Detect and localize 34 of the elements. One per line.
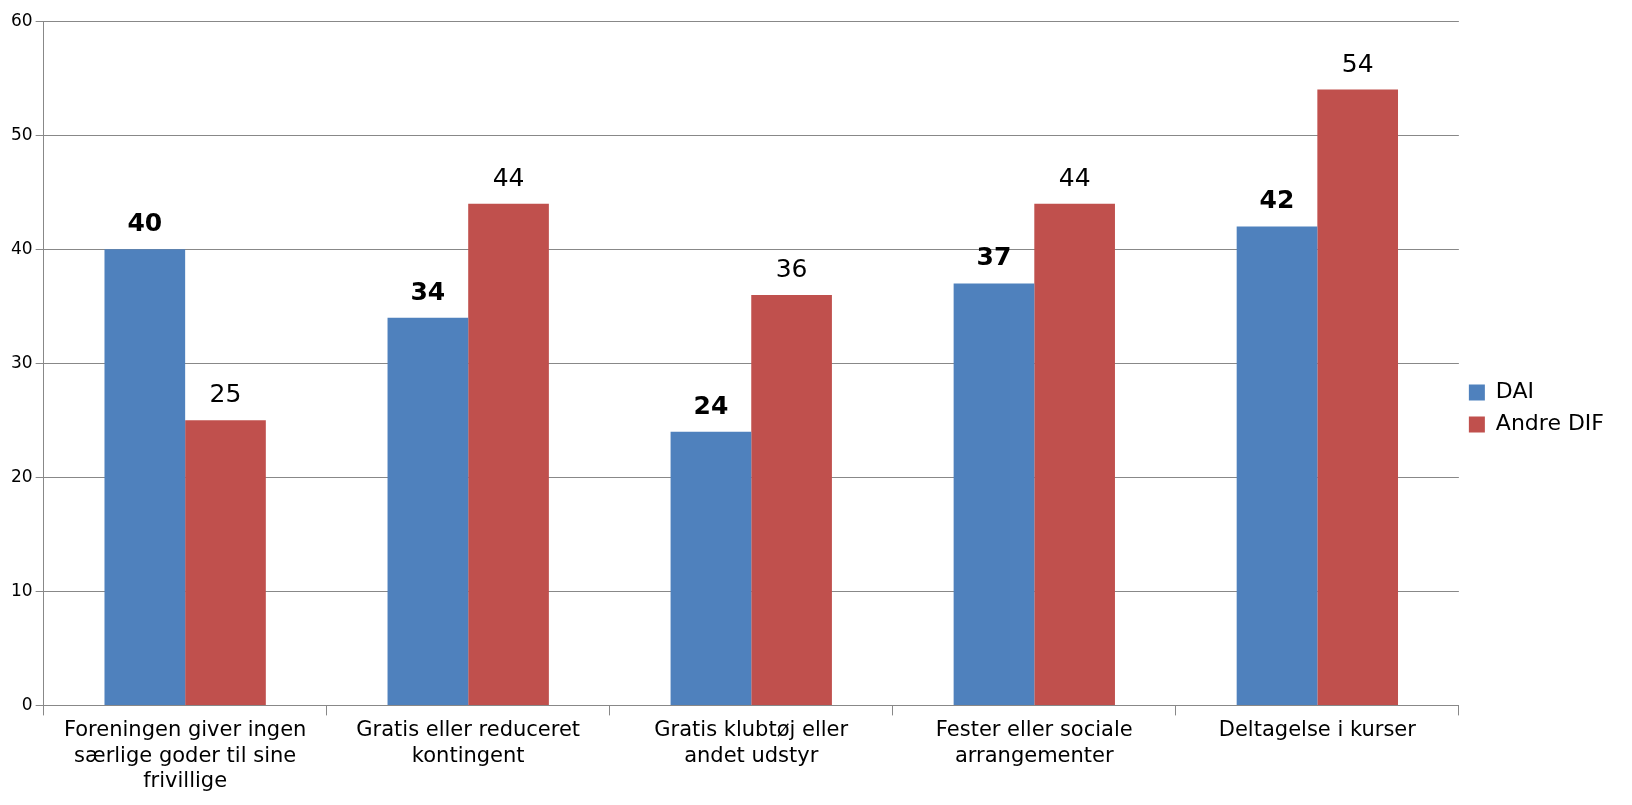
x-tick-label: Foreningen giver ingen særlige goder til sine frivillige: [63, 717, 307, 792]
bar: [670, 431, 752, 705]
data-label: 24: [693, 390, 729, 420]
x-tick-label: Deltagelse i kurser: [1218, 717, 1417, 742]
y-tick-label: 50: [10, 123, 33, 144]
y-tick-label: 20: [10, 465, 33, 486]
y-tick-label: 0: [21, 693, 33, 714]
x-tick-label: Gratis klubtøj eller andet udstyr: [654, 717, 849, 767]
data-label: 44: [1058, 162, 1091, 192]
data-label: 25: [209, 379, 242, 409]
bar: [468, 203, 549, 705]
y-tick-label: 10: [10, 579, 33, 600]
bar: [387, 317, 469, 705]
x-tick-label: Fester eller sociale arrangementer: [935, 717, 1133, 767]
legend-label: Andre DIF: [1495, 410, 1605, 436]
x-tick-label: Gratis eller reduceret kontingent: [356, 717, 581, 767]
bar: [185, 420, 266, 705]
legend-label: DAI: [1495, 378, 1534, 404]
bar: [104, 249, 186, 705]
data-label: 44: [492, 162, 525, 192]
y-tick-label: 60: [10, 9, 33, 30]
data-label: 34: [410, 276, 446, 306]
data-label: 36: [775, 253, 808, 283]
data-label: 37: [976, 242, 1012, 272]
bar: [953, 283, 1035, 705]
bar: [1034, 203, 1115, 705]
data-label: 42: [1259, 185, 1295, 215]
bar: [1317, 89, 1399, 705]
y-tick-label: 40: [10, 237, 33, 258]
bar: [751, 294, 832, 705]
data-label: 40: [127, 208, 163, 238]
bar: [1236, 226, 1318, 705]
data-label: 54: [1341, 48, 1374, 78]
y-tick-label: 30: [10, 351, 33, 372]
